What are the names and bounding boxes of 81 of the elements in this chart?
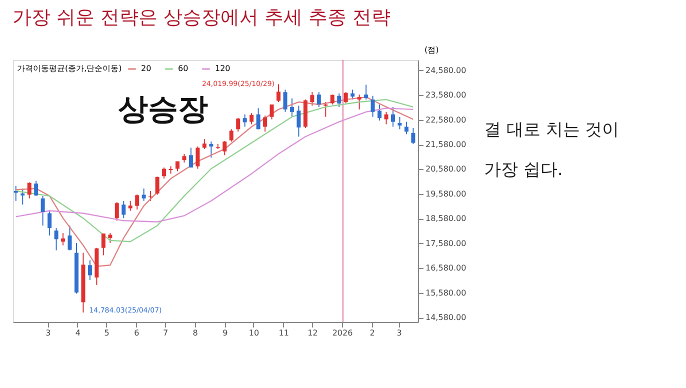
y-tick-label: 16,580.00: [426, 264, 466, 273]
x-tick-label: 8: [192, 328, 198, 338]
candlestick: [209, 141, 214, 158]
candlestick: [88, 260, 92, 280]
candlestick: [128, 200, 132, 212]
candlestick: [142, 188, 146, 202]
candlestick: [188, 147, 193, 168]
x-tick-label: 9: [222, 328, 228, 338]
legend-label: 60: [178, 64, 188, 73]
candlestick: [398, 116, 402, 130]
candlestick: [114, 202, 119, 222]
candlestick: [404, 121, 408, 135]
candlestick: [390, 106, 395, 128]
candlestick: [357, 94, 362, 110]
candlestick: [20, 188, 25, 206]
candlestick: [283, 89, 288, 112]
candlestick: [290, 98, 294, 118]
candlestick: [108, 232, 112, 244]
candlestick: [263, 115, 268, 132]
candlestick: [370, 95, 375, 118]
y-tick-label: 24,580.00: [426, 66, 466, 75]
candlestick: [378, 104, 382, 122]
x-tick-label: 10: [248, 328, 260, 338]
candlestick: [162, 167, 166, 180]
chart-title: 가장 쉬운 전략은 상승장에서 추세 추종 전략: [12, 6, 391, 28]
candlestick: [68, 225, 72, 251]
candlestick: [27, 182, 32, 199]
legend-label: 20: [141, 64, 152, 73]
candlestick: [34, 180, 38, 196]
candlestick: [48, 210, 52, 236]
x-tick-label: 4: [75, 328, 80, 338]
y-tick-label: 20,580.00: [426, 164, 466, 174]
candlestick: [310, 92, 314, 106]
x-tick-label: 12: [308, 328, 318, 338]
candlestick: [270, 104, 274, 120]
x-tick-label: 2026: [332, 328, 353, 338]
x-tick-label: 2: [370, 328, 375, 338]
candlestick: [101, 233, 106, 256]
y-tick-label: 19,580.00: [426, 189, 466, 198]
candlestick: [122, 200, 126, 219]
y-tick-label: 23,580.00: [426, 90, 466, 100]
candlestick: [236, 118, 240, 132]
x-tick-label: 3: [46, 328, 51, 338]
y-tick-label: 21,580.00: [426, 140, 466, 150]
candlestick: [364, 84, 368, 100]
annotation: 상승장: [118, 92, 208, 127]
x-tick-label: 3: [396, 328, 402, 338]
candlestick: [202, 138, 206, 150]
text: 결 대로 치는 것이 가장 쉽다.: [484, 120, 620, 180]
y-tick-label: 17,580.00: [426, 238, 466, 248]
candlestick: [384, 111, 388, 125]
x-tick-label: 11: [278, 328, 289, 338]
candlestick: [316, 92, 321, 108]
y-tick-label: 22,580.00: [426, 115, 466, 124]
x-tick-label: 7: [162, 328, 168, 338]
candlestick: [135, 194, 140, 210]
y-tick-label: 18,580.00: [426, 214, 466, 224]
legend-label: 120: [215, 64, 230, 73]
x-tick-label: 5: [104, 328, 110, 338]
candlestick: [155, 176, 160, 196]
legend-title: 가격이동평균(종가,단순이동): [17, 64, 122, 73]
candlestick: [337, 92, 342, 108]
candlestick: [296, 105, 301, 138]
candlestick: [222, 140, 227, 156]
candlestick: [196, 146, 200, 170]
candlestick: [40, 195, 45, 226]
x-tick-label: 6: [134, 328, 140, 338]
candlestick: [256, 108, 260, 130]
candlestick: [229, 128, 234, 142]
candlestick: [242, 114, 247, 128]
candlestick: [330, 94, 334, 105]
candlestick: [344, 92, 348, 104]
y-tick-label: 15,580.00: [426, 288, 466, 298]
candlestick: [411, 127, 416, 145]
candlestick: [250, 112, 254, 125]
y-axis-title: (점): [424, 46, 439, 54]
candlestick: [54, 228, 58, 251]
candlestick: [276, 84, 281, 103]
candlestick: [61, 232, 66, 246]
y-tick-label: 14,580.00: [426, 313, 466, 322]
line-series: [15, 96, 414, 267]
